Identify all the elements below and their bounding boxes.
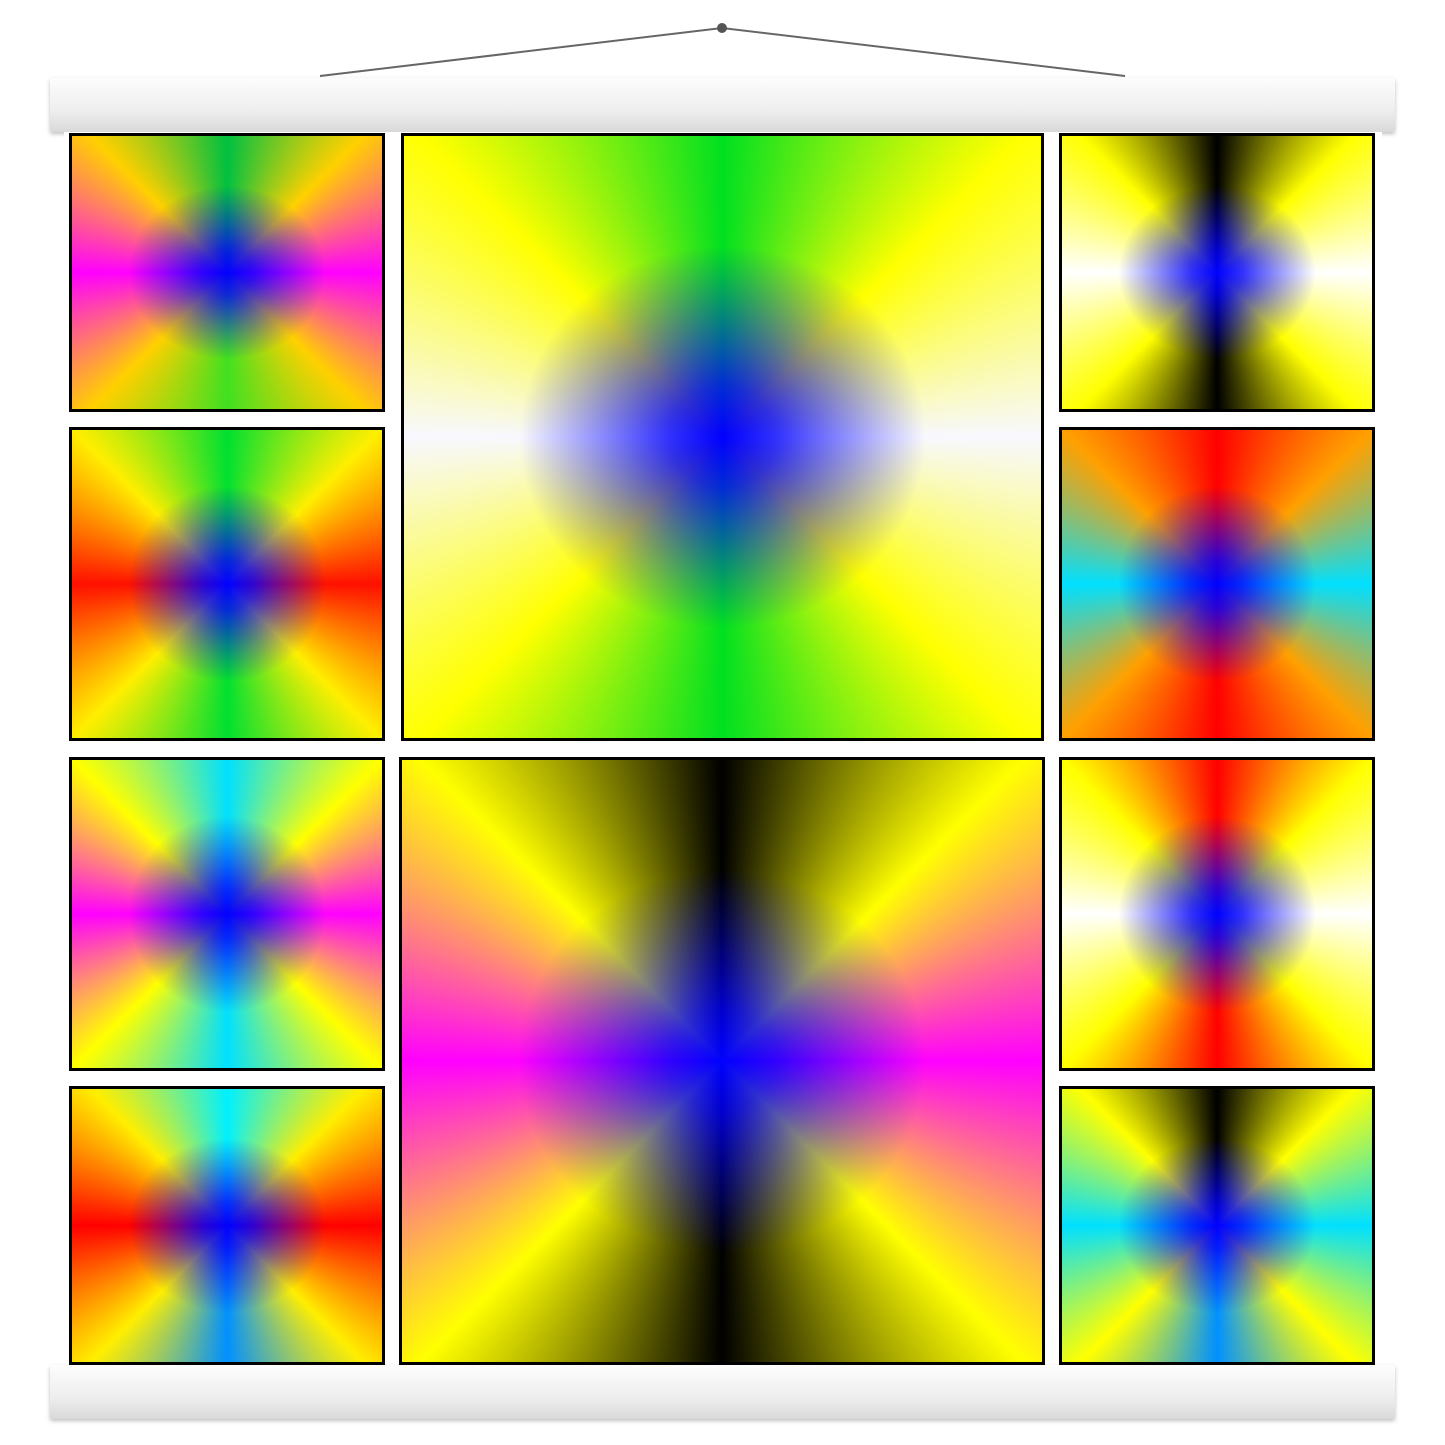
- art-tile-center-2: [399, 757, 1045, 1365]
- art-tile-left-4: [69, 1086, 385, 1365]
- art-tile-right-4: [1059, 1086, 1375, 1365]
- art-tile-center-1: [401, 133, 1044, 741]
- art-tile-left-3: [69, 757, 385, 1071]
- hanging-hook: [717, 23, 727, 33]
- hanging-string: [319, 23, 1126, 77]
- top-hanger-bar: [50, 78, 1395, 132]
- art-tile-right-2: [1059, 427, 1375, 741]
- art-tile-left-1: [69, 133, 385, 412]
- art-tile-right-3: [1059, 757, 1375, 1071]
- art-tile-right-1: [1059, 133, 1375, 412]
- bottom-hanger-bar: [50, 1365, 1395, 1419]
- poster: [64, 132, 1382, 1365]
- art-tile-left-2: [69, 427, 385, 741]
